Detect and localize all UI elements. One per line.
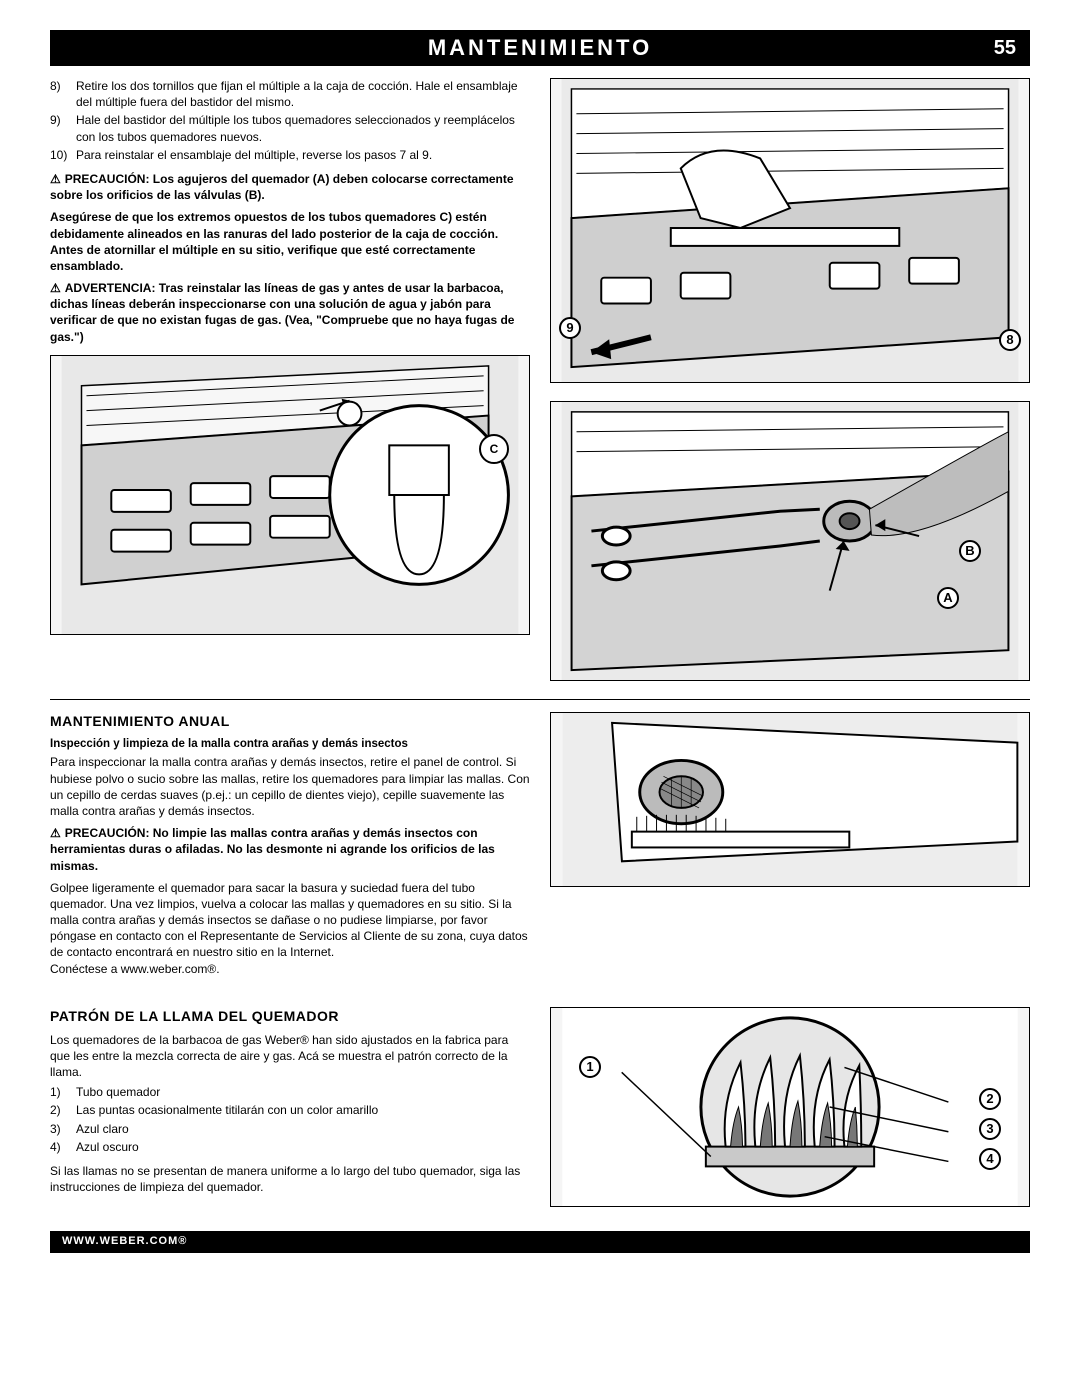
warning-icon bbox=[50, 172, 65, 186]
page-number: 55 bbox=[994, 35, 1016, 62]
figure-burner-alignment: C bbox=[50, 355, 530, 635]
flame-item-2: 2)Las puntas ocasionalmente titilarán co… bbox=[50, 1102, 530, 1118]
figure-remove-burner: 9 8 bbox=[550, 78, 1030, 383]
annual-text-col: MANTENIMIENTO ANUAL Inspección y limpiez… bbox=[50, 712, 530, 977]
step-8: 8)Retire los dos tornillos que fijan el … bbox=[50, 78, 530, 110]
callout-2: 2 bbox=[979, 1088, 1001, 1110]
flame-item-4: 4)Azul oscuro bbox=[50, 1139, 530, 1155]
flame-list: 1)Tubo quemador 2)Las puntas ocasionalme… bbox=[50, 1084, 530, 1155]
flame-intro: Los quemadores de la barbacoa de gas Web… bbox=[50, 1032, 530, 1081]
callout-4: 4 bbox=[979, 1148, 1001, 1170]
warning-block-1: ADVERTENCIA: Tras reinstalar las líneas … bbox=[50, 280, 530, 345]
callout-8: 8 bbox=[999, 329, 1021, 351]
top-left-column: 8)Retire los dos tornillos que fijan el … bbox=[50, 78, 530, 681]
precaution-block-1b: Asegúrese de que los extremos opuestos d… bbox=[50, 209, 530, 274]
flame-item-1: 1)Tubo quemador bbox=[50, 1084, 530, 1100]
header-bar: MANTENIMIENTO 55 bbox=[50, 30, 1030, 66]
flame-figure-col: 1 2 3 4 bbox=[550, 1007, 1030, 1207]
figure-brush-screen bbox=[550, 712, 1030, 887]
annual-section: MANTENIMIENTO ANUAL Inspección y limpiez… bbox=[50, 712, 1030, 977]
top-section: 8)Retire los dos tornillos que fijan el … bbox=[50, 78, 1030, 681]
page-title: MANTENIMIENTO bbox=[428, 33, 652, 63]
step-9: 9)Hale del bastidor del múltiple los tub… bbox=[50, 112, 530, 144]
annual-p3: Conéctese a www.weber.com®. bbox=[50, 961, 530, 977]
annual-caution: PRECAUCIÓN: No limpie las mallas contra … bbox=[50, 825, 530, 874]
callout-9: 9 bbox=[559, 317, 581, 339]
step-10: 10)Para reinstalar el ensamblaje del múl… bbox=[50, 147, 530, 163]
flame-item-3: 3)Azul claro bbox=[50, 1121, 530, 1137]
callout-c: C bbox=[479, 434, 509, 464]
warning-icon bbox=[50, 826, 65, 840]
annual-p1: Para inspeccionar la malla contra arañas… bbox=[50, 754, 530, 819]
step-list: 8)Retire los dos tornillos que fijan el … bbox=[50, 78, 530, 163]
flame-text-col: PATRÓN DE LA LLAMA DEL QUEMADOR Los quem… bbox=[50, 1007, 530, 1207]
annual-subheading: Inspección y limpieza de la malla contra… bbox=[50, 737, 530, 753]
footer-text: WWW.WEBER.COM® bbox=[62, 1234, 187, 1249]
callout-3: 3 bbox=[979, 1118, 1001, 1140]
separator-1 bbox=[50, 699, 1030, 700]
figure-valve-alignment: A B bbox=[550, 401, 1030, 681]
flame-outro: Si las llamas no se presentan de manera … bbox=[50, 1163, 530, 1195]
precaution-block-1: PRECAUCIÓN: Los agujeros del quemador (A… bbox=[50, 171, 530, 203]
flame-section: PATRÓN DE LA LLAMA DEL QUEMADOR Los quem… bbox=[50, 1007, 1030, 1207]
figure-flame-pattern: 1 2 3 4 bbox=[550, 1007, 1030, 1207]
annual-heading: MANTENIMIENTO ANUAL bbox=[50, 712, 530, 731]
top-right-column: 9 8 bbox=[550, 78, 1030, 681]
annual-p2: Golpee ligeramente el quemador para saca… bbox=[50, 880, 530, 961]
footer-bar: WWW.WEBER.COM® bbox=[50, 1231, 1030, 1253]
annual-figure-col bbox=[550, 712, 1030, 977]
flame-heading: PATRÓN DE LA LLAMA DEL QUEMADOR bbox=[50, 1007, 530, 1026]
warning-icon bbox=[50, 281, 65, 295]
callout-1: 1 bbox=[579, 1056, 601, 1078]
callout-a: A bbox=[937, 587, 959, 609]
callout-b: B bbox=[959, 540, 981, 562]
